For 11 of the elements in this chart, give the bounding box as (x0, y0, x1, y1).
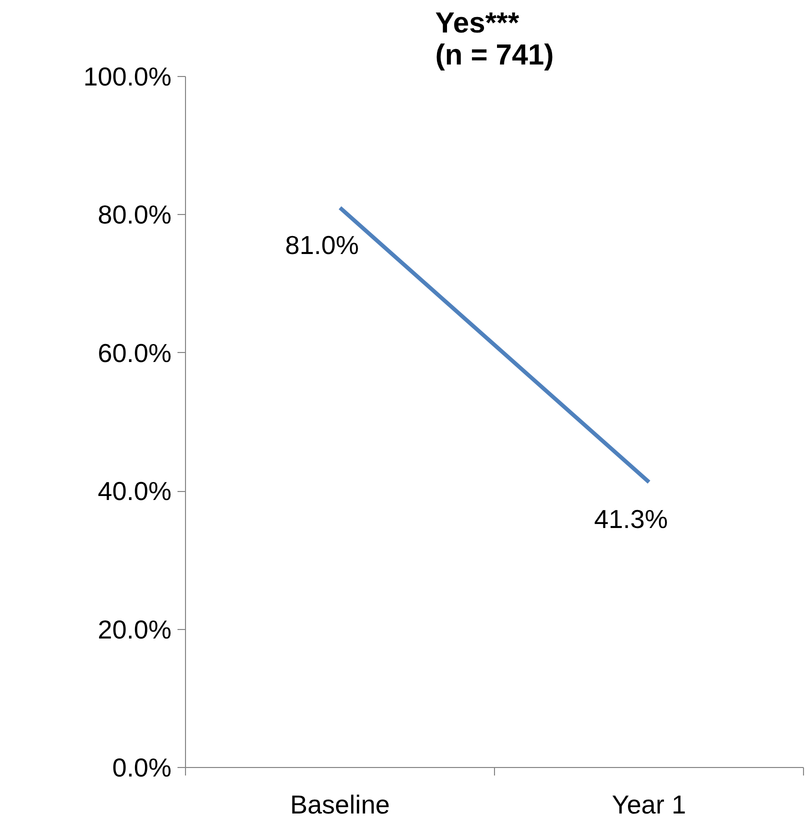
y-tick-label: 40.0% (98, 476, 172, 506)
y-tick-label: 80.0% (98, 200, 172, 230)
x-tick-label: Baseline (290, 790, 390, 820)
chart-title: Yes*** (n = 741) (435, 8, 554, 72)
data-label: 81.0% (285, 230, 359, 260)
y-tick-label: 60.0% (98, 338, 172, 368)
y-tick-label: 0.0% (112, 752, 172, 782)
data-label: 41.3% (594, 504, 668, 534)
y-tick-label: 20.0% (98, 614, 172, 644)
y-tick-label: 100.0% (83, 62, 172, 92)
x-tick-label: Year 1 (612, 790, 686, 820)
